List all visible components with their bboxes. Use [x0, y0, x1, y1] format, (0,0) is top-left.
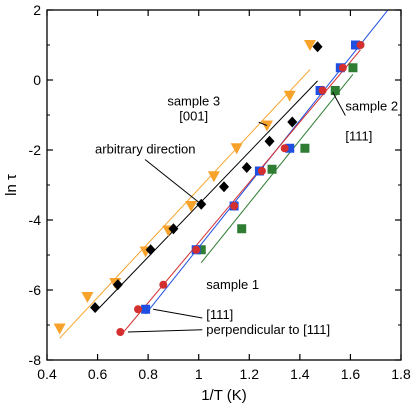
- data-point-sample-2-111: [348, 63, 358, 73]
- data-point-arbitrary-direction: [112, 279, 123, 291]
- data-point-perpendicular-to-111: [318, 86, 327, 95]
- data-point-perpendicular-to-111: [134, 305, 143, 314]
- x-tick-label: 1.6: [341, 366, 361, 382]
- annotation-label: sample 1: [206, 277, 259, 292]
- x-tick-label: 1.2: [240, 366, 260, 382]
- annotation-leader-line: [153, 308, 203, 319]
- y-tick-label: -4: [29, 212, 42, 228]
- annotation-label: sample 2: [345, 99, 398, 114]
- annotation-leader-line: [332, 92, 346, 116]
- data-point-sample-2-111: [267, 164, 277, 174]
- data-point-sample-3-001: [81, 292, 94, 303]
- annotation-leader-line: [258, 121, 268, 126]
- y-tick-label: -8: [29, 352, 42, 368]
- x-tick-label: 1.8: [391, 366, 411, 382]
- fit-line: [200, 73, 354, 263]
- fit-line: [94, 80, 318, 313]
- data-point-sample-3-001: [185, 201, 198, 212]
- x-tick-label: 1.4: [290, 366, 310, 382]
- fit-line: [59, 69, 311, 339]
- data-point-arbitrary-direction: [241, 162, 252, 173]
- data-point-arbitrary-direction: [312, 41, 323, 53]
- fit-line: [119, 49, 361, 337]
- y-axis-label: ln τ: [3, 174, 20, 196]
- data-point-perpendicular-to-111: [116, 328, 125, 336]
- data-point-perpendicular-to-111: [356, 41, 365, 49]
- data-point-sample-2-111: [300, 143, 310, 153]
- data-point-sample-3-001: [207, 171, 220, 183]
- data-point-arbitrary-direction: [90, 302, 101, 313]
- data-point-sample-2-111: [330, 86, 340, 95]
- annotation-label: [111]: [206, 307, 233, 322]
- data-point-arbitrary-direction: [168, 223, 179, 235]
- annotation-label: [111]: [345, 129, 372, 144]
- axis-ticks: 0.4 0.6 0.8 1 1.2 1.4 1.6 1.8 -8 -6 -4 -2 0 2: [29, 2, 411, 382]
- data-point-perpendicular-to-111: [257, 167, 266, 175]
- x-axis-label: 1/T (K): [201, 387, 247, 404]
- annotation-label: arbitrary direction: [95, 142, 195, 157]
- data-point-arbitrary-direction: [264, 135, 275, 147]
- data-point-perpendicular-to-111: [280, 144, 289, 153]
- data-point-perpendicular-to-111: [338, 63, 347, 72]
- annotations: sample 3[001] arbitrary direction sample 2…: [95, 92, 398, 337]
- data-point-sample-3-001: [230, 143, 243, 155]
- data-point-arbitrary-direction: [287, 116, 298, 128]
- fit-lines: [59, 9, 389, 339]
- annotation-leader-line: [127, 329, 203, 333]
- data-point-perpendicular-to-111: [159, 280, 168, 289]
- data-point-sample-3-001: [283, 90, 296, 102]
- x-tick-label: 0.6: [88, 366, 108, 382]
- annotation-leader-line: [144, 159, 202, 205]
- annotation-label: perpendicular to [111]: [206, 322, 330, 337]
- x-tick-label: 1: [195, 366, 203, 382]
- data-point-sample-3-001: [303, 40, 316, 51]
- data-point-sample-3-001: [53, 323, 66, 335]
- annotation-label: [001]: [179, 108, 208, 123]
- data-point-perpendicular-to-111: [192, 245, 201, 254]
- data-point-sample-2-111: [237, 224, 247, 234]
- data-point-sample-2-111: [196, 245, 206, 255]
- x-tick-label: 0.8: [138, 366, 158, 382]
- y-tick-label: 2: [33, 2, 41, 18]
- data-point-arbitrary-direction: [219, 181, 229, 193]
- y-tick-label: -6: [29, 282, 42, 298]
- data-point-sample-1-111: [350, 40, 360, 50]
- data-point-sample-1-111: [285, 143, 295, 153]
- data-point-sample-1-111: [141, 304, 151, 314]
- y-tick-label: 0: [33, 72, 41, 88]
- y-tick-label: -2: [29, 142, 42, 158]
- annotation-label: sample 3: [167, 93, 220, 108]
- data-point-perpendicular-to-111: [230, 202, 239, 210]
- data-point-sample-3-001: [260, 120, 273, 132]
- x-tick-label: 0.4: [37, 366, 57, 382]
- data-point-arbitrary-direction: [145, 244, 156, 256]
